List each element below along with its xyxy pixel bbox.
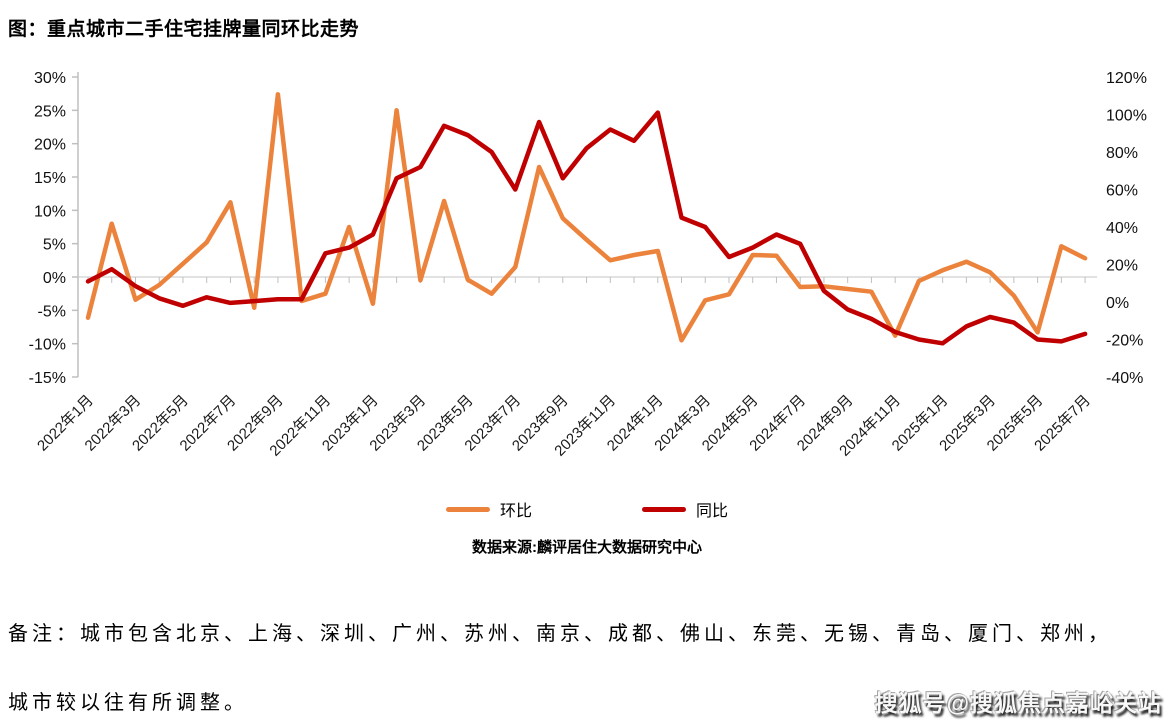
right-axis-tick-label: 80% [1106, 145, 1138, 162]
legend-label-yoy: 同比 [696, 503, 729, 520]
left-axis-tick-label: 20% [34, 137, 66, 154]
left-axis-tick-label: -5% [38, 303, 66, 320]
legend-item-yoy: 同比 [642, 497, 728, 521]
legend-line-swatch-yoy [642, 506, 686, 512]
right-axis-tick-label: 60% [1106, 183, 1138, 200]
chart: 30% 25% 20% 15% 10% 5% 0% -5% -10% -15% 120% 100% 80… [29, 70, 1147, 460]
footnote-line-2: 城市较以往有所调整。 [8, 692, 248, 714]
right-axis-tick-label: 100% [1106, 108, 1147, 125]
left-axis-tick-label: 25% [34, 103, 66, 120]
left-axis-tick-label: -15% [29, 370, 66, 387]
left-axis-tick-label: 15% [34, 170, 66, 187]
left-axis-tick-label: -10% [29, 337, 66, 354]
left-axis-tick-label: 5% [43, 237, 66, 254]
right-axis-tick-label: 40% [1106, 220, 1138, 237]
left-axis-tick-label: 0% [43, 270, 66, 287]
legend-line-swatch-mom [445, 506, 490, 512]
legend-item-mom: 环比 [445, 497, 532, 521]
legend-label-mom: 环比 [499, 503, 532, 520]
right-axis-tick-label: 120% [1106, 70, 1147, 87]
watermark: 搜狐号@搜狐焦点嘉峪关站 [874, 690, 1162, 716]
right-axis-tick-label: 20% [1106, 258, 1138, 275]
series-line-环比 [85, 92, 1088, 343]
data-source-caption: 数据来源:麟评居住大数据研究中心 [472, 539, 702, 556]
series-line-同比 [85, 110, 1088, 346]
left-axis-tick-label: 10% [34, 203, 66, 220]
right-axis-tick-label: -20% [1106, 333, 1143, 350]
chart-title: 图：重点城市二手住宅挂牌量同环比走势 [8, 19, 360, 40]
legend: 环比 同比 [0, 497, 1174, 521]
right-axis-tick-label: -40% [1106, 370, 1143, 387]
left-axis-tick-label: 30% [34, 70, 66, 87]
footnote-line-1: 备注：城市包含北京、上海、深圳、广州、苏州、南京、成都、佛山、东莞、无锡、青岛、… [8, 623, 1112, 645]
right-axis-tick-label: 0% [1106, 295, 1129, 312]
